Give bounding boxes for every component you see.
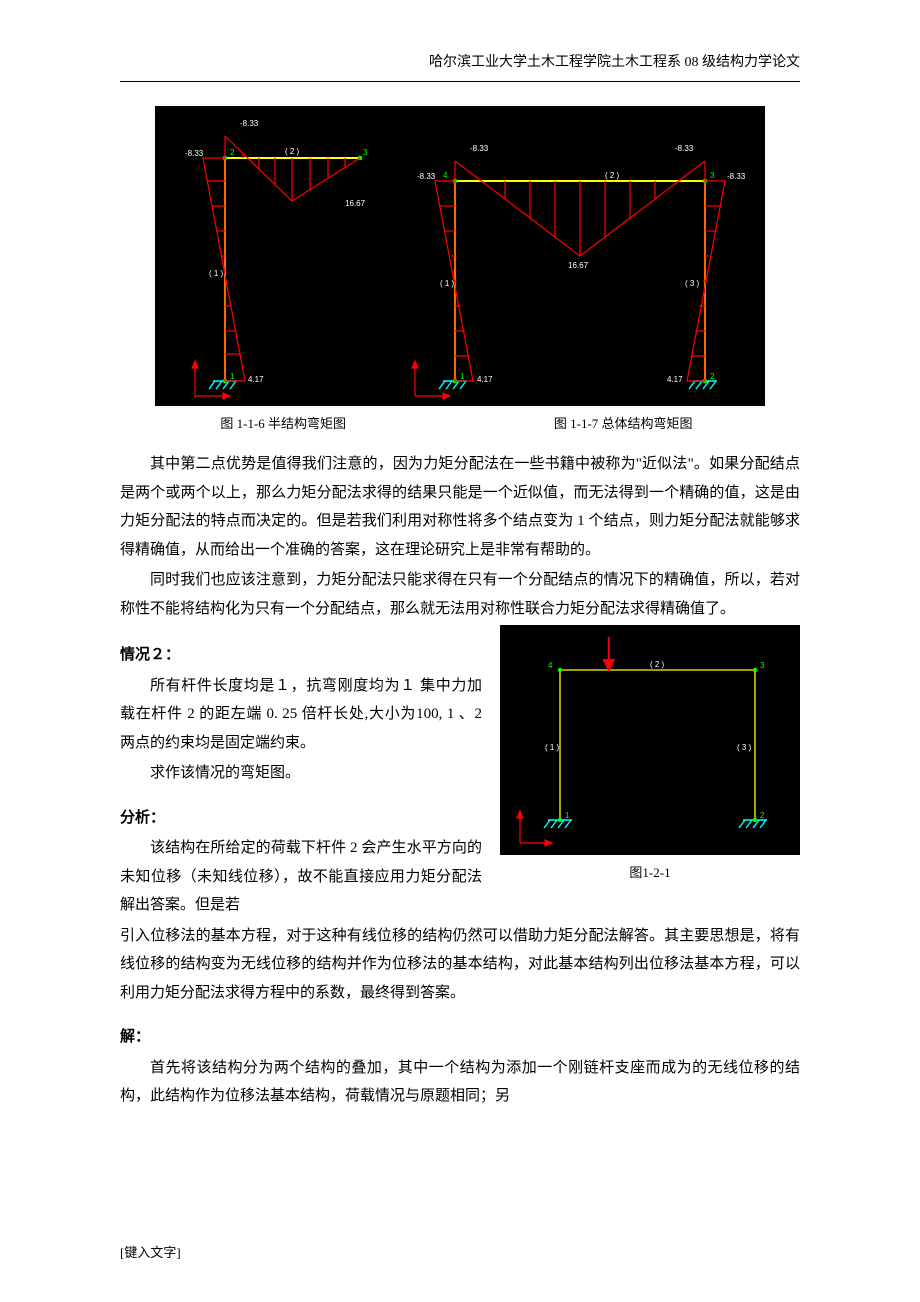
joint-1-label: 1 [230,372,235,381]
v-tr-col: -8.33 [727,172,746,181]
val-mid-right: 16.67 [345,199,366,208]
v-tl-col: -8.33 [417,172,436,181]
v-bl: 4.17 [477,375,493,384]
joint-4: 4 [443,171,448,180]
joint-3: 3 [710,171,715,180]
j3: 3 [760,661,765,670]
case2-block: 情况２： 所有杆件长度均是１，抗弯刚度均为１ 集中力加载在杆件 2 的距左端 0… [120,625,800,922]
solve-p1: 首先将该结构分为两个结构的叠加，其中一个结构为添加一个刚链杆支座而成为的无线位移… [120,1054,800,1111]
caption-1-1-7: 图 1-1-7 总体结构弯矩图 [446,412,800,437]
v-center: 16.67 [568,261,589,270]
caption-1-2-1: 图1-2-1 [500,861,800,886]
figure-row-1: 1 2 3 ( 1 ) ( 2 ) [120,106,800,406]
v-br: 4.17 [667,375,683,384]
val-bottom: 4.17 [248,375,264,384]
caption-1-1-6: 图 1-1-6 半结构弯矩图 [120,412,446,437]
j1: 1 [565,811,570,820]
m1: ( 1 ) [440,279,455,288]
v-tl: -8.33 [470,144,489,153]
j4: 4 [548,661,553,670]
figure-1-2-1: 1 2 3 4 ( 1 ) ( 2 ) ( 3 ) [500,625,800,855]
joint-3-label: 3 [363,148,368,157]
member-1-label: ( 1 ) [209,269,224,278]
analysis-p2: 引入位移法的基本方程，对于这种有线位移的结构仍然可以借助力矩分配法解答。其主要思… [120,922,800,1008]
figure-1-1-7: 1 2 3 4 ( 1 ) ( 2 ) ( 3 ) [385,106,765,406]
val-top-left: -8.33 [185,149,204,158]
analysis-p1: 该结构在所给定的荷载下杆件 2 会产生水平方向的未知位移（未知线位移），故不能直… [120,834,482,920]
m2: ( 2 ) [605,171,620,180]
mm2: ( 2 ) [650,660,665,669]
case2-head: 情况２： [120,641,482,670]
j2: 2 [760,811,765,820]
caption-row-1: 图 1-1-6 半结构弯矩图 图 1-1-7 总体结构弯矩图 [120,412,800,437]
member-2-label: ( 2 ) [285,147,300,156]
joint-2-label: 2 [230,148,235,157]
case2-p1: 所有杆件长度均是１，抗弯刚度均为１ 集中力加载在杆件 2 的距左端 0. 25 … [120,672,482,758]
joint-2: 2 [710,372,715,381]
m3: ( 3 ) [685,279,700,288]
mm3: ( 3 ) [737,743,752,752]
footer-placeholder: [键入文字] [120,1241,181,1266]
paragraph-2: 同时我们也应该注意到，力矩分配法只能求得在只有一个分配结点的情况下的精确值，所以… [120,566,800,623]
joint-1: 1 [460,372,465,381]
analysis-head: 分析： [120,804,482,833]
case2-p2: 求作该情况的弯矩图。 [120,759,482,788]
page-header: 哈尔滨工业大学土木工程学院土木工程系 08 级结构力学论文 [120,50,800,82]
solve-head: 解： [120,1023,800,1052]
figure-1-1-6: 1 2 3 ( 1 ) ( 2 ) [155,106,385,406]
v-tr: -8.33 [675,144,694,153]
val-top-right: -8.33 [240,119,259,128]
paragraph-1: 其中第二点优势是值得我们注意的，因为力矩分配法在一些书籍中被称为"近似法"。如果… [120,450,800,564]
mm1: ( 1 ) [545,743,560,752]
